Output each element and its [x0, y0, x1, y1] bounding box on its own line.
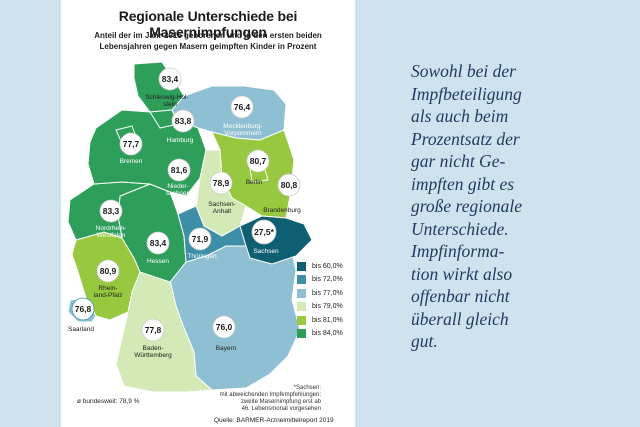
legend-swatch	[297, 302, 306, 311]
label-hb: Bremen	[120, 158, 143, 165]
label-ni-1: Nieder-	[167, 183, 188, 190]
region-sachsen	[239, 215, 313, 265]
value-bubble-hb: 77,7	[119, 132, 143, 156]
value-th: 71,9	[192, 234, 209, 244]
label-be: Berlin	[246, 179, 263, 186]
note-line2: mit abweichenden Impfempfehlungen:	[219, 392, 321, 398]
legend-swatch	[297, 262, 306, 271]
side-text-line: Unterschiede.	[411, 218, 509, 239]
label-he: Hessen	[147, 258, 169, 265]
label-sn: Sachsen	[253, 248, 279, 255]
side-text-line: impften gibt es	[411, 173, 515, 194]
label-by: Bayern	[216, 345, 237, 352]
value-ni: 81,6	[171, 165, 188, 175]
label-st-1: Sachsen-	[208, 201, 235, 208]
legend-item: bis 79,0%	[297, 301, 343, 312]
value-bubble-hh: 83,8	[171, 109, 195, 133]
side-text-line: als auch beim	[411, 106, 509, 126]
value-bubble-sl: 76,8	[71, 297, 95, 321]
bundesweit-average: ø bundesweit: 78,9 %	[77, 398, 140, 405]
value-bubble-he: 83,4	[146, 231, 170, 255]
side-text-line: Impfinforma-	[411, 241, 505, 261]
side-text-line: Impfbeteiligung	[411, 83, 522, 104]
legend-label: bis 72,0%	[312, 276, 343, 283]
legend-label: bis 81,0%	[312, 317, 343, 324]
legend-item: bis 77,0%	[297, 288, 343, 299]
value-bb: 80,8	[281, 180, 298, 190]
value-bubble-ni: 81,6	[167, 158, 191, 182]
value-bubble-by: 76,0	[212, 315, 236, 339]
value-bubble-th: 71,9	[188, 227, 212, 251]
label-hh: Hamburg	[167, 137, 194, 144]
label-sl: Saarland	[68, 326, 94, 333]
value-hh: 83,8	[175, 116, 192, 126]
value-bubble-st: 78,9	[209, 171, 233, 195]
value-bubble-sh: 83,4	[158, 67, 182, 91]
legend-swatch	[297, 275, 306, 284]
side-text-line: gut.	[411, 331, 438, 351]
value-bubble-be: 80,7	[246, 149, 270, 173]
value-bubble-bw: 77,8	[141, 318, 165, 342]
value-bubble-mv: 76,4	[230, 95, 254, 119]
value-sn: 27,5*	[254, 227, 275, 237]
value-bw: 77,8	[145, 325, 162, 335]
side-text-line: überall gleich	[411, 308, 509, 329]
label-rp-1: Rhein-	[98, 285, 117, 292]
value-by: 76,0	[216, 322, 233, 332]
legend-swatch	[297, 316, 306, 325]
side-text-line: Sowohl bei der	[411, 61, 516, 81]
value-mv: 76,4	[234, 102, 251, 112]
value-he: 83,4	[150, 238, 167, 248]
label-mv-2: Vorpommern	[224, 130, 262, 137]
label-nw-1: Nordrhein-	[96, 225, 127, 232]
value-sl: 76,8	[75, 304, 92, 314]
infographic-subtitle-line2: Lebensjahren gegen Masern geimpften Kind…	[99, 42, 317, 51]
label-st-2: Anhalt	[213, 208, 232, 215]
value-bubble-bb: 80,8	[277, 173, 301, 197]
legend-label: bis 84,0%	[312, 330, 343, 337]
label-th: Thüringen	[187, 253, 217, 260]
side-text-line: Prozentsatz der	[411, 128, 520, 149]
legend-item: bis 81,0%	[297, 315, 343, 326]
value-sh: 83,4	[162, 74, 179, 84]
value-bubble-rp: 80,9	[96, 259, 120, 283]
side-text-line: tion wirkt also	[411, 263, 513, 284]
side-text-line: gar nicht Ge-	[411, 151, 506, 171]
legend-item: bis 84,0%	[297, 328, 343, 339]
label-rp-2: land-Pfalz	[94, 292, 123, 299]
value-rp: 80,9	[100, 266, 117, 276]
label-bb: Brandenburg	[263, 207, 301, 214]
infographic-subtitle-line1: Anteil der im Jahr 2015 geborenen und in…	[94, 31, 322, 40]
legend-item: bis 60,0%	[297, 261, 343, 272]
label-nw-2: Westfalen	[97, 232, 126, 239]
legend-label: bis 77,0%	[312, 290, 343, 297]
note-line3: zweite Masernimpfung erst ab	[240, 399, 321, 405]
value-be: 80,7	[250, 156, 267, 166]
label-mv-1: Mecklenburg-	[223, 123, 262, 130]
infographic-title: Regionale Unterschiede bei Masernimpfung…	[118, 8, 298, 40]
label-ni-2: sachsen	[166, 190, 191, 197]
legend-label: bis 60,0%	[312, 263, 343, 270]
note-line1: *Sachsen:	[293, 385, 321, 391]
value-st: 78,9	[213, 178, 230, 188]
side-text-line: große regionale	[411, 196, 522, 216]
legend-swatch	[297, 289, 306, 298]
source-credit: Quelle: BARMER-Arzneimittelreport 2019	[214, 417, 334, 424]
label-sh-2: stein	[163, 101, 177, 108]
side-text: Sowohl bei der Impfbeteiligung als auch …	[411, 60, 621, 353]
label-sh-1: Schleswig-Hol-	[145, 94, 188, 101]
value-bubble-sn: 27,5*	[251, 219, 277, 245]
value-hb: 77,7	[123, 139, 140, 149]
value-bubble-nw: 83,3	[99, 199, 123, 223]
value-nw: 83,3	[103, 206, 120, 216]
legend-label: bis 79,0%	[312, 303, 343, 310]
side-text-line: offenbar nicht	[411, 286, 510, 306]
label-bw-1: Baden-	[143, 345, 164, 352]
note-line4: 46. Lebensmonat vorgesehen	[241, 406, 321, 412]
label-bw-2: Württemberg	[134, 352, 172, 359]
legend-swatch	[297, 329, 306, 338]
legend-item: bis 72,0%	[297, 274, 343, 285]
